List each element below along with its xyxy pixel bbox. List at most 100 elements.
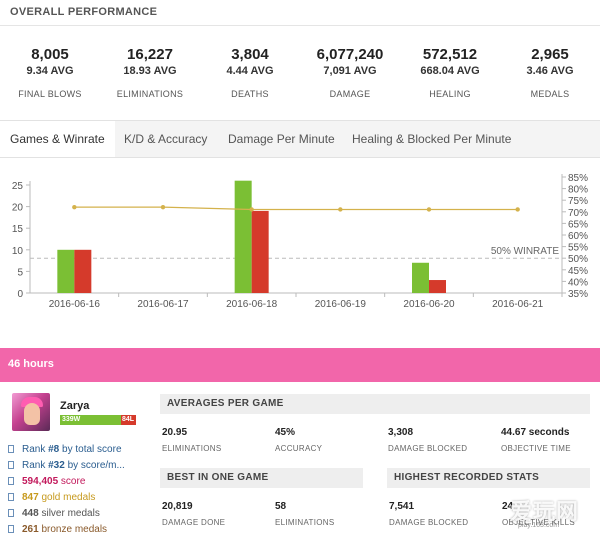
row-bullet-icon [8, 525, 14, 533]
stat-final-blows: 8,005 9.34 AVG FINAL BLOWS [0, 46, 100, 99]
avg-objective-time: 44.67 seconds OBJECTIVE TIME [501, 427, 571, 453]
right-tick-label: 55% [568, 243, 588, 254]
right-tick-label: 35% [568, 289, 588, 300]
row-suffix: by total score [59, 444, 122, 455]
hours-bar: 46 hours [0, 348, 600, 382]
stat-label: FINAL BLOWS [18, 89, 82, 99]
site-watermark: 爱玩网 play.163.com [500, 492, 596, 542]
hero-name[interactable]: Zarya [60, 400, 90, 412]
avatar-face [24, 403, 40, 425]
losses-segment: 84L [121, 415, 136, 425]
watermark-text: 爱玩网 [510, 499, 580, 524]
cell-label: OBJECTIVE KILLS [502, 518, 575, 527]
cell-value: 45% [275, 427, 296, 438]
tab-damage-per-minute[interactable]: Damage Per Minute [228, 132, 335, 146]
winrate-point [426, 207, 432, 212]
left-tick-label: 15 [12, 224, 24, 235]
x-tick-label: 2016-06-21 [492, 299, 544, 310]
profile-row: Rank #8 by total score [8, 442, 156, 458]
bar-series-1 [234, 180, 252, 293]
row-value: 448 [22, 508, 39, 519]
cell-label: DAMAGE DONE [162, 518, 226, 527]
row-value: 594,405 [22, 476, 59, 487]
stat-deaths: 3,804 4.44 AVG DEATHS [200, 46, 300, 99]
cell-value: 44.67 seconds [501, 427, 570, 438]
cell-label: ELIMINATIONS [162, 444, 222, 453]
stat-healing: 572,512 668.04 AVG HEALING [400, 46, 500, 99]
left-tick-label: 10 [12, 246, 24, 257]
row-suffix: bronze medals [38, 524, 108, 535]
best-damage-done: 20,819 DAMAGE DONE [162, 501, 225, 527]
overall-performance-section: OVERALL PERFORMANCE 8,005 9.34 AVG FINAL… [0, 0, 600, 110]
stat-value: 6,077,240 [316, 46, 384, 63]
winrate-line [74, 206, 518, 211]
x-tick-label: 2016-06-20 [403, 299, 455, 310]
cell-label: OBJECTIVE TIME [501, 444, 571, 453]
right-tick-label: 80% [568, 185, 588, 196]
stat-average: 3.46 AVG [526, 65, 574, 77]
winrate-point [515, 207, 520, 212]
x-tick-label: 2016-06-17 [137, 299, 189, 310]
games-winrate-chart: 0 5 10 15 20 25 35% 40% 45% 50% 55% 60% 65% 70% 75% 80%… [0, 160, 600, 330]
row-value: 261 [22, 524, 39, 535]
stat-damage: 6,077,240 7,091 AVG DAMAGE [300, 46, 400, 99]
stat-average: 9.34 AVG [26, 65, 74, 77]
row-bullet-icon [8, 509, 14, 517]
row-prefix: Rank [22, 460, 49, 471]
tab-kd-accuracy[interactable]: K/D & Accuracy [124, 132, 208, 146]
winrate-reference-label: 50% WINRATE [491, 246, 559, 257]
cell-value: 7,541 [389, 501, 415, 512]
row-suffix: gold medals [38, 492, 96, 503]
cell-value: 58 [275, 501, 287, 512]
right-tick-label: 45% [568, 266, 588, 277]
cell-label: ELIMINATIONS [275, 518, 335, 527]
bar-series-2 [251, 210, 269, 293]
row-bullet-icon [8, 445, 14, 453]
stat-label: MEDALS [530, 89, 570, 99]
cell-value: 20.95 [162, 427, 188, 438]
x-tick-label: 2016-06-16 [49, 299, 101, 310]
overall-performance-title: OVERALL PERFORMANCE [10, 6, 158, 18]
x-tick-label: 2016-06-19 [315, 299, 367, 310]
stat-label: ELIMINATIONS [116, 89, 184, 99]
averages-title: AVERAGES PER GAME [160, 394, 590, 414]
cell-value: 20,819 [162, 501, 193, 512]
cell-label: ACCURACY [275, 444, 323, 453]
cell-label: DAMAGE BLOCKED [388, 444, 468, 453]
stat-label: DAMAGE [329, 89, 371, 99]
winrate-point [72, 204, 77, 210]
stat-average: 18.93 AVG [123, 65, 177, 77]
bar-series-1 [412, 262, 429, 293]
stat-average: 4.44 AVG [226, 65, 274, 77]
profile-rank-list: Rank #8 by total score Rank #32 by score/… [8, 442, 156, 538]
stat-medals: 2,965 3.46 AVG MEDALS [500, 46, 600, 99]
profile-row: Rank #32 by score/m... [8, 458, 156, 474]
right-tick-label: 75% [568, 196, 588, 207]
avg-damage-blocked: 3,308 DAMAGE BLOCKED [388, 427, 467, 453]
stat-label: DEATHS [231, 89, 269, 99]
tab-games-winrate[interactable]: Games & Winrate [0, 121, 115, 157]
row-bullet-icon [8, 493, 14, 501]
stat-value: 2,965 [531, 46, 569, 63]
profile-row: 594,405 score [8, 474, 156, 490]
highest-title: HIGHEST RECORDED STATS [387, 468, 590, 488]
right-tick-label: 65% [568, 219, 588, 230]
hero-avatar[interactable] [12, 393, 50, 431]
stat-value: 8,005 [31, 46, 69, 63]
avatar-hair [21, 397, 43, 407]
stat-average: 668.04 AVG [420, 65, 480, 77]
x-tick-label: 2016-06-18 [226, 299, 278, 310]
winrate-point [338, 207, 343, 212]
left-tick-label: 5 [17, 267, 23, 278]
winrate-point [249, 207, 254, 212]
stat-eliminations: 16,227 18.93 AVG ELIMINATIONS [100, 46, 200, 99]
wins-segment: 339W [60, 415, 121, 425]
row-suffix: score [58, 476, 86, 487]
winrate-point [160, 204, 166, 210]
row-suffix: by score/m... [64, 460, 125, 471]
row-bullet-icon [8, 477, 14, 485]
tab-healing-blocked-per-minute[interactable]: Healing & Blocked Per Minute [352, 132, 512, 146]
bar-series-2 [74, 249, 92, 293]
highest-damage-blocked: 7,541 DAMAGE BLOCKED [389, 501, 468, 527]
profile-row: 261 bronze medals [8, 522, 156, 538]
